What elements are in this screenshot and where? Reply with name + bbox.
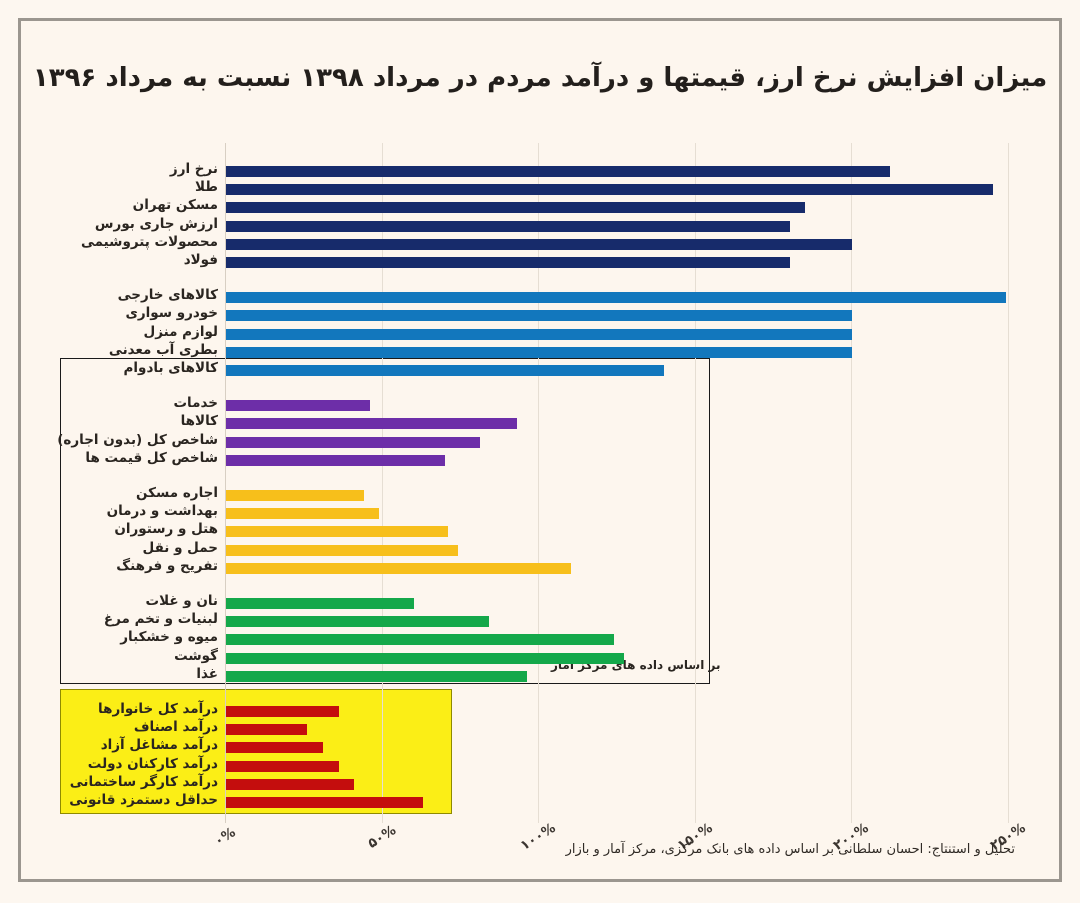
category-label-assets-3: ارزش جاری بورس (94, 215, 218, 232)
chart-frame: میزان افزایش نرخ ارز، قیمتها و درآمد مرد… (18, 18, 1062, 882)
category-label-income-3: درآمد کارکنان دولت (87, 755, 218, 772)
bar-assets-1 (226, 184, 994, 196)
bar-assets-4 (226, 238, 853, 250)
bar-assets-5 (226, 257, 790, 268)
category-label-indices-2: شاخص کل (بدون اجاره) (57, 431, 218, 448)
bar-income-3 (226, 760, 339, 772)
gridline-50 (381, 143, 383, 823)
category-label-services-0: اجاره مسکن (136, 485, 218, 501)
bar-services-3 (226, 544, 458, 556)
category-label-imported-and-durable-goods-0: کالاهای خارجی (117, 287, 218, 304)
bar-food-2 (226, 634, 615, 646)
x-axis-ticks: ۰% ۵۰% ۱۰۰% ۱۵۰% ۲۰۰% ۲۵۰% (212, 143, 1029, 903)
bar-imported-and-durable-goods-4 (226, 365, 665, 376)
bar-imported-and-durable-goods-2 (226, 328, 853, 340)
bar-income-2 (226, 742, 324, 754)
bar-food-4 (226, 670, 527, 682)
bar-imported-and-durable-goods-0 (226, 292, 1006, 304)
bar-indices-3 (226, 454, 446, 466)
bar-assets-3 (226, 220, 790, 232)
gridline-0 (225, 143, 226, 823)
category-label-assets-4: محصولات پتروشیمی (80, 233, 218, 250)
plot-area: نرخ ارز طلا مسکن تهران ارزش جاری بورس محصولا… (57, 143, 1009, 823)
page-title: میزان افزایش نرخ ارز، قیمتها و درآمد مرد… (32, 63, 1048, 93)
category-label-assets-5: فولاد (183, 252, 218, 268)
category-label-food-1: لبنیات و تخم مرغ (103, 611, 218, 628)
category-label-income-5: حداقل دستمزد قانونی (69, 792, 218, 808)
category-label-services-3: حمل و نقل (142, 539, 218, 556)
bar-food-3 (226, 652, 624, 664)
category-label-imported-and-durable-goods-2: لوازم منزل (143, 323, 218, 340)
bar-indices-2 (226, 436, 480, 448)
bar-services-0 (226, 490, 364, 501)
gridline-250 (1008, 143, 1009, 823)
bar-income-1 (226, 724, 308, 736)
category-label-food-0: نان و غلات (145, 593, 219, 609)
bar-services-4 (226, 562, 571, 574)
category-label-imported-and-durable-goods-4: کالاهای بادوام (123, 360, 218, 376)
bar-food-1 (226, 616, 490, 628)
bar-income-5 (226, 797, 424, 808)
bar-income-0 (226, 706, 339, 717)
category-label-assets-1: طلا (195, 179, 218, 196)
gridline-100 (538, 143, 540, 823)
bar-imported-and-durable-goods-1 (226, 310, 853, 322)
gridline-150 (694, 143, 696, 823)
category-label-income-4: درآمد کارگر ساختمانی (69, 773, 218, 790)
bar-assets-0 (226, 166, 890, 177)
source-credit: تحلیل و استنتاج: احسان سلطانی بر اساس دا… (565, 842, 1015, 857)
bar-food-0 (226, 598, 414, 609)
category-label-assets-0: نرخ ارز (169, 161, 218, 177)
category-label-indices-3: شاخص کل قیمت ها (85, 449, 218, 466)
gridline-200 (851, 143, 853, 823)
category-label-income-2: درآمد مشاغل آزاد (100, 737, 218, 754)
category-label-income-1: درآمد اصناف (133, 719, 218, 736)
bar-income-4 (226, 778, 355, 790)
bar-services-2 (226, 526, 449, 538)
bar-assets-2 (226, 202, 806, 214)
category-label-food-2: میوه و خشکبار (120, 629, 218, 646)
category-label-imported-and-durable-goods-1: خودرو سواری (125, 305, 219, 322)
bar-indices-1 (226, 418, 518, 430)
category-label-indices-1: کالاها (180, 413, 218, 430)
category-label-services-1: بهداشت و درمان (106, 503, 218, 520)
chart-canvas: میزان افزایش نرخ ارز، قیمتها و درآمد مرد… (21, 21, 1059, 879)
bar-imported-and-durable-goods-3 (226, 346, 853, 358)
category-label-services-2: هتل و رستوران (114, 521, 218, 538)
category-label-food-4: غذا (196, 665, 218, 682)
category-label-indices-0: خدمات (173, 395, 218, 412)
category-label-services-4: تفریح و فرهنگ (116, 557, 218, 574)
category-label-imported-and-durable-goods-3: بطری آب معدنی (108, 341, 218, 358)
category-label-food-3: گوشت (174, 647, 218, 664)
category-label-income-0: درآمد کل خانوارها (98, 701, 218, 717)
bar-services-1 (226, 508, 380, 520)
bar-indices-0 (226, 400, 371, 412)
category-label-assets-2: مسکن تهران (132, 197, 218, 214)
